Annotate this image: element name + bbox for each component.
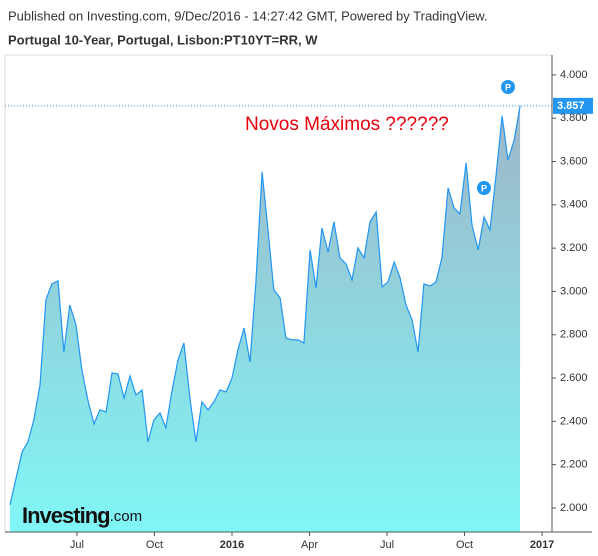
line <box>9 105 521 506</box>
chart-title: Portugal 10-Year, Portugal, Lisbon:PT10Y… <box>8 32 318 47</box>
y-tick-label: 3.400 <box>560 199 588 211</box>
x-tick-label: Apr <box>301 539 318 551</box>
x-tick-label: 2017 <box>530 539 554 551</box>
area-fill <box>9 105 521 533</box>
header: Published on Investing.com, 9/Dec/2016 -… <box>8 8 488 23</box>
annotation: Novos Máximos ?????? <box>245 114 449 135</box>
x-tick-label: Jul <box>380 539 394 551</box>
y-tick-label: 2.400 <box>560 415 588 427</box>
marker <box>501 80 515 94</box>
y-tick-label: 3.200 <box>560 242 588 254</box>
marker <box>477 181 491 195</box>
y-tick-label: 4.000 <box>560 69 588 81</box>
y-tick-label: 3.000 <box>560 285 588 297</box>
x-tick-label: Oct <box>456 539 473 551</box>
y-tick-label: 3.600 <box>560 155 588 167</box>
y-tick-label: 2.800 <box>560 329 588 341</box>
marker-label: P <box>505 82 511 92</box>
logo-suffix: .com <box>110 508 143 525</box>
x-tick-label: 2016 <box>220 539 244 551</box>
logo: Investing.com <box>22 503 142 528</box>
last-value-box <box>553 97 593 114</box>
last-value-label: 3.857 <box>557 100 585 112</box>
y-tick-label: 3.800 <box>560 112 588 124</box>
x-tick-label: Oct <box>146 539 163 551</box>
y-tick-label: 2.600 <box>560 372 588 384</box>
y-tick-label: 2.000 <box>560 502 588 514</box>
x-tick-label: Jul <box>70 539 84 551</box>
logo-name: Investing <box>22 503 110 528</box>
plot: 3.857 <box>5 97 593 533</box>
y-tick-label: 2.200 <box>560 459 588 471</box>
marker-label: P <box>481 183 487 193</box>
